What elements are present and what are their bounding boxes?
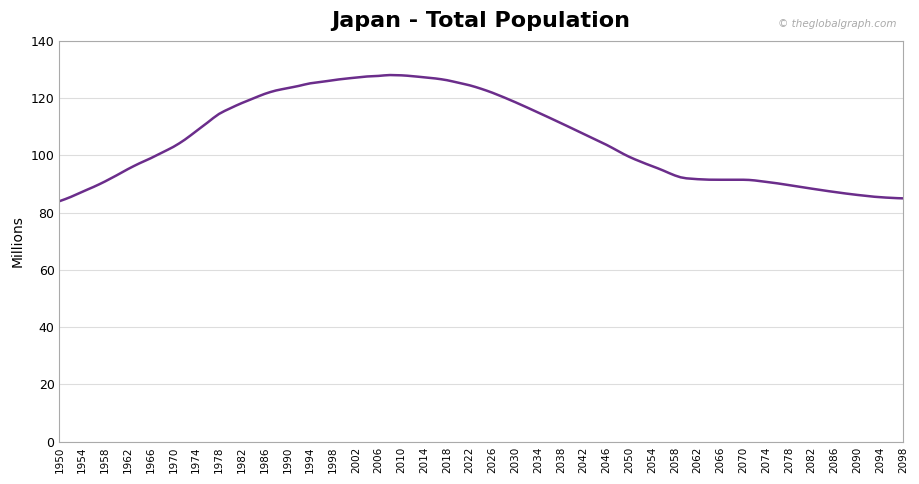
Y-axis label: Millions: Millions: [11, 215, 25, 267]
Text: © theglobalgraph.com: © theglobalgraph.com: [777, 19, 896, 30]
Title: Japan - Total Population: Japan - Total Population: [332, 11, 630, 31]
